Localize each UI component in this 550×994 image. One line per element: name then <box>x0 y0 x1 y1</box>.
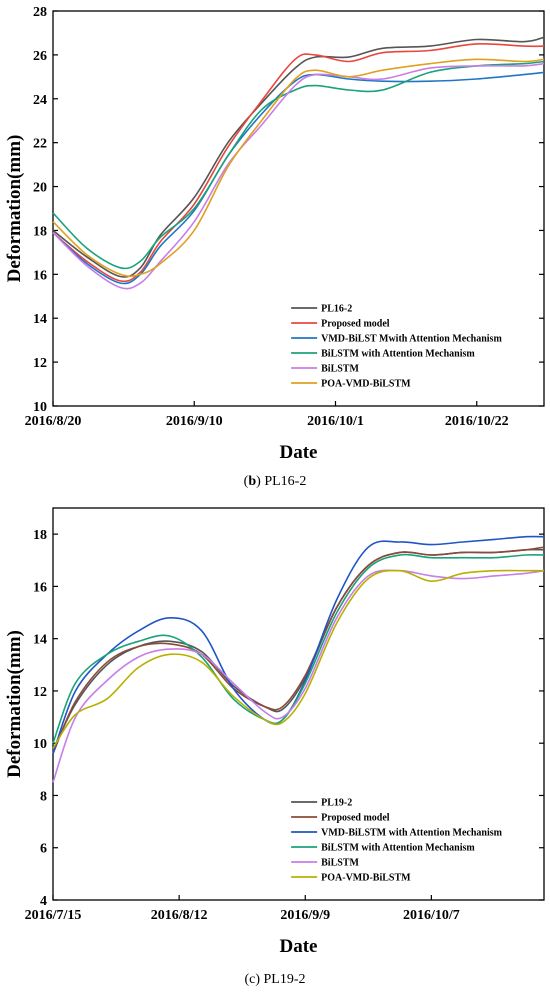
chart-1-y-tick-label: 16 <box>33 580 47 595</box>
chart-0-y-tick-label: 24 <box>33 93 47 108</box>
chart-1-legend-label-3: BiLSTM with Attention Mechanism <box>321 843 475 854</box>
chart-0-y-tick-label: 16 <box>33 268 47 283</box>
chart-0-x-tick-label: 2016/10/1 <box>307 414 364 429</box>
chart-0-series-line-5 <box>52 58 545 278</box>
chart-1-series-line-3 <box>52 553 545 744</box>
chart-0-series-line-2 <box>52 71 545 285</box>
chart-1-series-line-4 <box>52 569 545 783</box>
chart-0-y-tick-label: 22 <box>33 137 47 152</box>
chart-0-legend-label-1: Proposed model <box>321 319 390 330</box>
chart-1-series-line-5 <box>52 569 544 749</box>
chart-1-x-tick-label: 2016/9/9 <box>280 908 330 923</box>
chart-0-legend-label-5: POA-VMD-BiLSTM <box>321 379 411 390</box>
chart-c-caption: (c) PL19-2 <box>0 972 550 988</box>
chart-0-x-tick-label: 2016/8/20 <box>25 414 82 429</box>
chart-1-y-tick-label: 14 <box>33 633 47 648</box>
chart-1-x-tick-label: 2016/8/12 <box>151 908 208 923</box>
chart-0-y-tick-label: 10 <box>33 400 47 415</box>
chart-1-legend-label-5: POA-VMD-BiLSTM <box>321 873 411 884</box>
chart-1-x-tick-label: 2016/10/7 <box>403 908 460 923</box>
chart-1-y-tick-label: 6 <box>40 842 47 857</box>
chart-0-series-line-4 <box>52 62 545 290</box>
chart-0-series-line-0 <box>52 36 545 278</box>
chart-1-legend-label-0: PL19-2 <box>321 798 352 809</box>
chart-0-legend-label-0: PL16-2 <box>321 304 352 315</box>
chart-1-y-tick-label: 10 <box>33 737 47 752</box>
chart-0-y-tick-label: 12 <box>33 356 47 371</box>
chart-0-plot-frame <box>52 10 545 407</box>
chart-c-svg: 4 6 8 10 12 14 16 18 2016/7/15 2016/8/12 2016/9/9 2… <box>4 507 545 957</box>
chart-0-y-tick-label: 20 <box>33 181 47 196</box>
chart-1-x-tick-label: 2016/7/15 <box>25 908 82 923</box>
chart-0-y-tick-label: 14 <box>33 312 47 327</box>
chart-0-series-line-3 <box>52 60 545 270</box>
chart-0-x-tick-label: 2016/9/10 <box>166 414 223 429</box>
chart-1-y-tick-label: 4 <box>40 894 47 909</box>
chart-1-series-line-1 <box>52 546 545 755</box>
chart-1-x-axis-title: Date <box>280 936 318 957</box>
chart-0-y-tick-label: 18 <box>33 224 47 239</box>
chart-0-legend-label-2: VMD-BiLST Mwith Attention Mechanism <box>321 334 502 345</box>
chart-0-y-tick-label: 28 <box>33 5 47 20</box>
chart-panel-b: 10 12 14 16 18 20 22 24 26 28 2016/8/20 2016/9/10 20… <box>0 0 550 496</box>
chart-1-y-tick-label: 18 <box>33 528 47 543</box>
chart-1-legend-label-1: Proposed model <box>321 813 390 824</box>
chart-b-caption: (b) PL16-2 <box>243 474 307 489</box>
caption-c-text: (c) PL19-2 <box>244 972 306 987</box>
chart-1-plot-frame <box>52 507 545 901</box>
caption-b-text: PL16-2 <box>264 474 307 489</box>
chart-panel-c: 4 6 8 10 12 14 16 18 2016/7/15 2016/8/12 2016/9/9 2… <box>0 496 550 994</box>
chart-1-legend-label-4: BiLSTM <box>321 858 359 869</box>
chart-1-legend-label-2: VMD-BiLSTM with Attention Mechanism <box>321 828 503 839</box>
caption-b-letter: b <box>248 474 257 489</box>
chart-1-y-tick-label: 8 <box>40 789 47 804</box>
chart-0-legend-label-4: BiLSTM <box>321 364 359 375</box>
chart-0-y-axis-title: Deformation(mm) <box>4 135 25 283</box>
chart-b-svg: 10 12 14 16 18 20 22 24 26 28 2016/8/20 2016/9/10 20… <box>4 5 545 463</box>
chart-1-y-axis-title: Deformation(mm) <box>4 630 25 778</box>
chart-0-x-tick-label: 2016/10/22 <box>445 414 509 429</box>
chart-0-x-axis-title: Date <box>280 442 318 463</box>
chart-0-series-line-1 <box>52 42 545 283</box>
chart-0-y-tick-label: 26 <box>33 49 47 64</box>
chart-1-y-tick-label: 12 <box>33 685 47 700</box>
chart-0-legend-label-3: BiLSTM with Attention Mechanism <box>321 349 475 360</box>
